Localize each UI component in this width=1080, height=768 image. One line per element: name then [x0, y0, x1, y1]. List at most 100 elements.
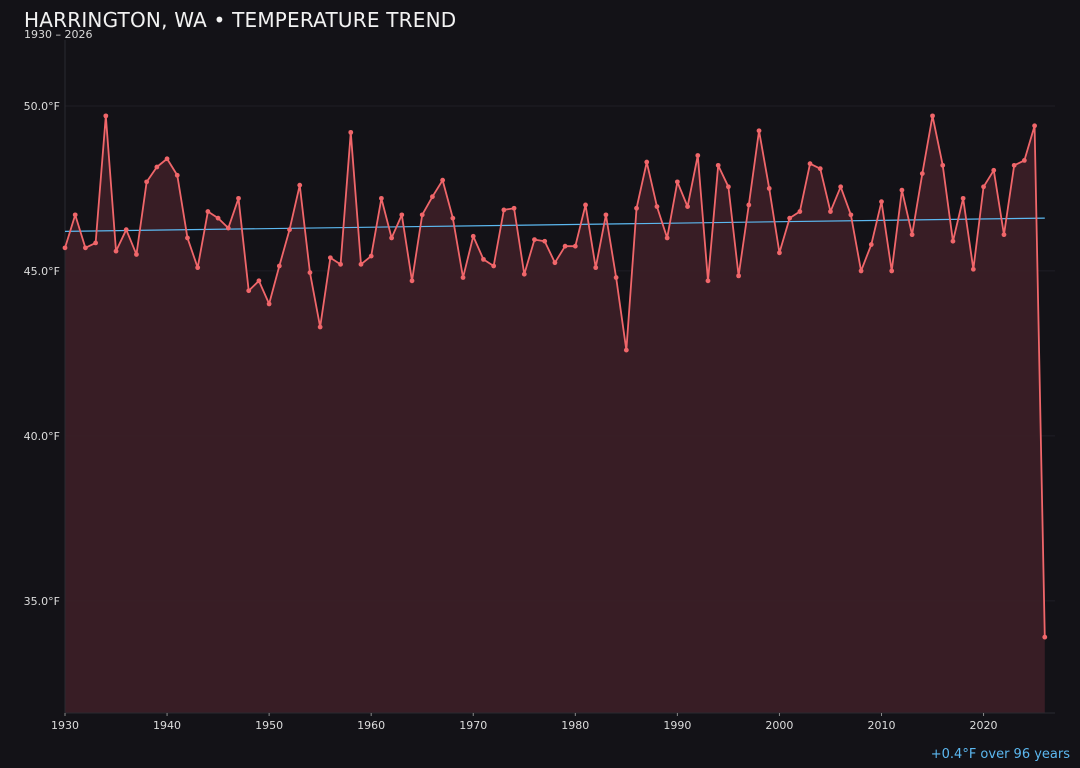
x-tick-label: 1950: [255, 719, 283, 732]
data-point: [766, 186, 772, 191]
data-point: [736, 273, 742, 279]
data-point: [225, 225, 231, 231]
y-tick-label: 45.0°F: [24, 265, 60, 278]
temperature-points: [62, 113, 1048, 640]
data-point: [470, 233, 476, 239]
data-point: [746, 202, 752, 208]
data-point: [521, 271, 527, 277]
chart-title: HARRINGTON, WA • TEMPERATURE TREND: [24, 8, 457, 32]
y-tick-label: 35.0°F: [24, 595, 60, 608]
data-point: [848, 212, 854, 218]
data-point: [726, 184, 731, 190]
data-point: [1021, 158, 1027, 163]
data-point: [777, 250, 782, 256]
data-point: [705, 278, 711, 284]
data-point: [583, 202, 588, 208]
trend-summary: +0.4°F over 96 years: [930, 747, 1070, 762]
data-point: [817, 166, 823, 172]
data-point: [297, 182, 303, 188]
data-point: [644, 159, 650, 165]
temperature-area-fill: [65, 115, 1045, 713]
data-point: [909, 232, 915, 238]
data-point: [879, 199, 884, 205]
data-point: [562, 243, 568, 249]
x-tick-label: 1980: [561, 719, 589, 732]
data-point: [634, 205, 639, 211]
data-point: [113, 248, 119, 254]
data-point: [338, 261, 343, 267]
data-point: [154, 164, 160, 170]
data-point: [868, 242, 874, 247]
data-point: [899, 187, 905, 193]
x-tick-label: 2010: [867, 719, 895, 732]
data-point: [430, 194, 435, 200]
data-point: [93, 240, 99, 246]
data-point: [828, 209, 833, 214]
data-point: [195, 265, 201, 271]
data-point: [664, 235, 670, 241]
data-point: [491, 263, 497, 269]
data-point: [950, 238, 956, 244]
data-point: [134, 252, 139, 257]
data-point: [970, 266, 976, 272]
data-point: [236, 195, 241, 201]
data-point: [593, 265, 599, 271]
data-point: [62, 245, 68, 251]
data-point: [266, 301, 272, 307]
data-point: [623, 347, 629, 353]
x-tick-label: 1930: [51, 719, 79, 732]
data-point: [409, 278, 415, 284]
data-point: [613, 275, 619, 280]
x-tick-label: 1940: [153, 719, 181, 732]
data-point: [940, 162, 946, 168]
data-point: [419, 212, 425, 218]
data-point: [1032, 123, 1037, 129]
data-point: [552, 260, 558, 266]
data-point: [807, 161, 813, 167]
data-point: [603, 212, 609, 218]
data-point: [960, 195, 966, 201]
x-tick-label: 2020: [970, 719, 998, 732]
data-point: [440, 177, 446, 183]
data-point: [787, 215, 793, 221]
y-tick-label: 40.0°F: [24, 430, 60, 443]
data-point: [797, 209, 803, 214]
data-point: [368, 253, 374, 259]
x-tick-label: 1970: [459, 719, 487, 732]
data-point: [287, 227, 292, 233]
data-point: [317, 324, 323, 330]
data-point: [674, 179, 680, 185]
data-point: [399, 212, 405, 218]
data-point: [348, 129, 354, 135]
data-point: [205, 209, 211, 214]
data-point: [838, 184, 844, 190]
data-point: [889, 268, 895, 274]
data-point: [501, 207, 507, 213]
data-point: [654, 204, 660, 210]
y-tick-label: 50.0°F: [24, 100, 60, 113]
x-tick-label: 1960: [357, 719, 385, 732]
data-point: [756, 128, 762, 134]
data-point: [542, 238, 548, 244]
data-point: [327, 255, 333, 261]
data-point: [174, 172, 180, 178]
data-point: [685, 204, 690, 210]
x-tick-label: 1990: [663, 719, 691, 732]
data-point: [83, 245, 88, 251]
data-point: [246, 288, 252, 294]
data-point: [1011, 162, 1017, 168]
data-point: [532, 237, 537, 242]
data-point: [276, 263, 282, 269]
data-point: [358, 261, 364, 267]
data-point: [103, 113, 109, 119]
data-point: [185, 235, 190, 241]
data-point: [215, 215, 221, 221]
data-point: [389, 235, 394, 241]
data-point: [256, 278, 262, 284]
data-point: [481, 256, 486, 262]
data-point: [919, 171, 925, 177]
data-point: [981, 184, 986, 190]
data-point: [695, 153, 701, 158]
x-tick-label: 2000: [765, 719, 793, 732]
chart-subtitle: 1930 – 2026: [24, 28, 93, 41]
